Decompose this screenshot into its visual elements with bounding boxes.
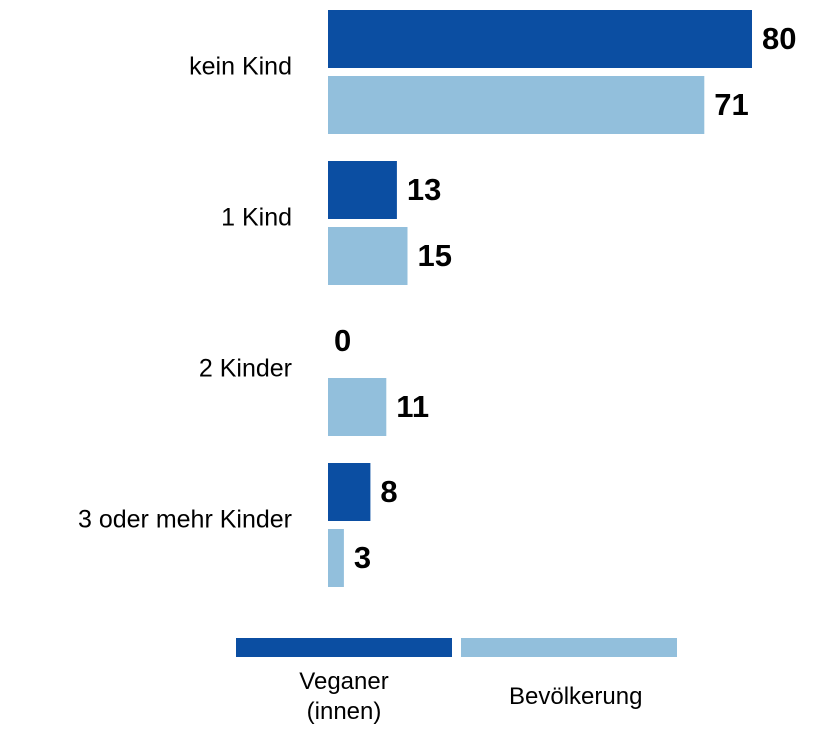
bar <box>328 463 371 521</box>
value-label: 80 <box>762 21 796 56</box>
legend-label: Veganer (innen) <box>299 668 389 725</box>
value-label: 13 <box>407 172 441 207</box>
bar <box>328 227 408 285</box>
value-label: 0 <box>334 323 351 358</box>
bar <box>328 10 752 68</box>
legend-swatch <box>236 638 452 657</box>
bar <box>328 529 344 587</box>
category-label: kein Kind <box>189 53 292 81</box>
category-label: 1 Kind <box>221 204 292 232</box>
bar <box>328 161 397 219</box>
value-label: 8 <box>380 474 397 509</box>
value-label: 11 <box>396 389 429 424</box>
bar <box>328 76 705 134</box>
value-label: 3 <box>354 540 371 575</box>
value-label: 71 <box>714 87 748 122</box>
legend-swatch <box>461 638 677 657</box>
category-label: 2 Kinder <box>199 355 292 383</box>
category-label: 3 oder mehr Kinder <box>78 506 292 534</box>
bar <box>328 378 387 436</box>
value-label: 15 <box>418 238 452 273</box>
legend-label: Bevölkerung <box>509 683 643 710</box>
